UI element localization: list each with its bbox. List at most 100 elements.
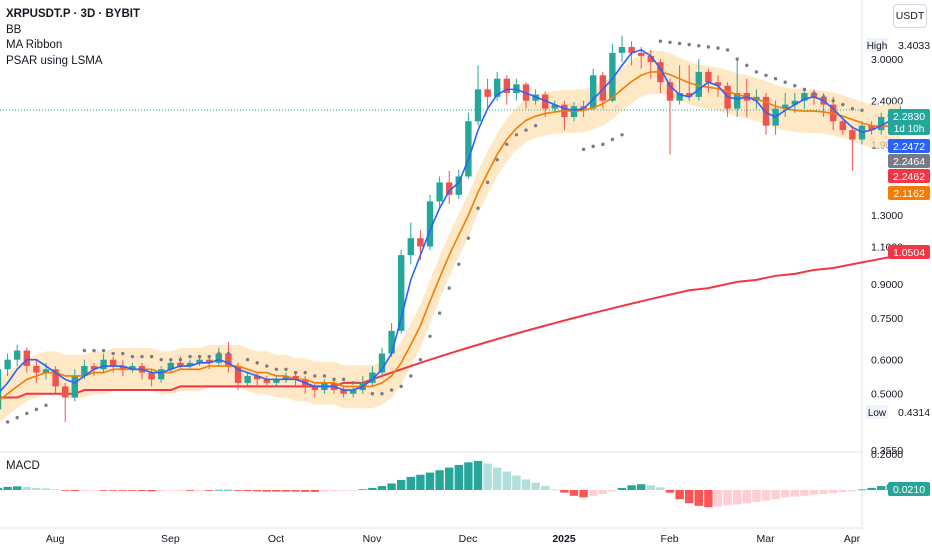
price-tag: 2.2472	[888, 139, 930, 153]
price-tag: 2.2462	[888, 169, 930, 183]
macd-bar	[521, 479, 531, 490]
candle-body	[686, 93, 693, 97]
macd-bar	[157, 490, 166, 492]
psar-dot	[351, 381, 355, 385]
candle-body	[100, 359, 107, 370]
y-tick-label: 0.3550	[871, 445, 903, 457]
price-tag: 2.1162	[888, 186, 930, 200]
macd-value-tag: 0.0210	[888, 482, 930, 496]
psar-dot	[130, 354, 135, 359]
psar-dot	[687, 42, 691, 47]
psar-dot	[783, 80, 787, 84]
marker-value: 3.4033	[898, 40, 930, 52]
x-tick-label: Feb	[661, 533, 679, 545]
symbol-title[interactable]: XRPUSDT.P · 3D · BYBIT	[6, 8, 140, 20]
indicator-psar[interactable]: PSAR using LSMA	[6, 54, 103, 67]
candle-body	[417, 238, 424, 247]
candle-body	[551, 104, 558, 109]
macd-bar	[569, 490, 579, 496]
macd-bar	[742, 490, 751, 504]
price-tag-label: 2.2830	[893, 111, 925, 123]
psar-dot	[293, 370, 298, 375]
macd-bar	[771, 490, 780, 500]
psar-dot	[34, 407, 39, 412]
macd-bar	[262, 490, 271, 492]
macd-bar	[694, 490, 703, 506]
candle-body	[868, 125, 875, 131]
psar-dot	[677, 41, 682, 46]
indicator-ma-ribbon[interactable]: MA Ribbon	[6, 39, 63, 51]
candle-body	[474, 89, 482, 122]
macd-bar	[3, 486, 12, 490]
candle-body	[676, 93, 683, 101]
psar-dot	[332, 377, 336, 382]
psar-dot	[313, 374, 317, 378]
macd-bar	[233, 490, 243, 491]
candle-body	[465, 121, 472, 177]
psar-dot	[101, 348, 106, 353]
candle-body	[426, 201, 434, 247]
psar-dot	[178, 357, 183, 362]
y-tick-label: 0.2000	[871, 449, 903, 461]
candle-body	[244, 375, 251, 383]
candle-body	[90, 366, 98, 370]
psar-dot	[581, 147, 586, 152]
macd-bar	[790, 490, 799, 497]
macd-bar	[608, 490, 617, 492]
macd-bar	[13, 486, 22, 490]
macd-bar	[329, 490, 339, 492]
macd-bar	[637, 484, 646, 490]
macd-bar	[147, 490, 156, 492]
candle-body	[714, 82, 722, 86]
macd-bar	[425, 472, 435, 490]
high-marker: High 3.4033	[866, 38, 930, 52]
candle-body	[695, 71, 702, 97]
psar-dot	[437, 311, 442, 315]
psar-dot	[514, 133, 519, 137]
y-tick-label: 0.9000	[871, 279, 903, 291]
x-tick-label: Dec	[459, 533, 478, 545]
macd-bar	[473, 461, 483, 490]
candle-body	[81, 366, 88, 376]
psar-dot	[668, 40, 672, 45]
macd-bar	[310, 490, 319, 492]
psar-dot	[341, 377, 346, 382]
currency-unit-button[interactable]: USDT	[893, 4, 927, 28]
macd-bar	[272, 490, 281, 492]
price-tag-label: 2.1162	[893, 188, 924, 200]
candle-body	[273, 379, 280, 383]
psar-dot	[745, 63, 749, 68]
psar-dot	[831, 99, 835, 103]
candle-body	[407, 238, 414, 256]
candle-body	[42, 369, 50, 373]
macd-bar	[224, 489, 233, 491]
candle-body	[839, 121, 846, 131]
candle-body	[119, 366, 126, 370]
psar-dot	[601, 142, 605, 147]
psar-dot	[169, 357, 173, 362]
candle-body	[350, 390, 357, 394]
macd-bar	[70, 490, 79, 492]
psar-dot	[697, 44, 701, 48]
macd-bar	[838, 490, 847, 493]
candle-body	[647, 55, 654, 63]
psar-dot	[111, 351, 115, 356]
indicator-bb[interactable]: BB	[6, 23, 22, 36]
macd-pane-label[interactable]: MACD	[6, 460, 40, 472]
candle-body	[849, 130, 856, 140]
macd-bar	[809, 490, 819, 495]
macd-bar	[560, 490, 569, 493]
macd-bar	[675, 490, 684, 500]
candle-body	[225, 353, 232, 367]
psar-dot	[495, 158, 499, 162]
psar-dot	[821, 95, 826, 99]
psar-dot	[207, 354, 211, 359]
macd-bar	[656, 487, 665, 490]
psar-dot	[245, 357, 250, 362]
price-tag-label: 0.0210	[893, 484, 925, 496]
macd-bar	[320, 490, 329, 492]
macd-bar	[627, 485, 636, 490]
candle-body	[791, 100, 798, 105]
x-tick-label: Mar	[757, 533, 776, 545]
